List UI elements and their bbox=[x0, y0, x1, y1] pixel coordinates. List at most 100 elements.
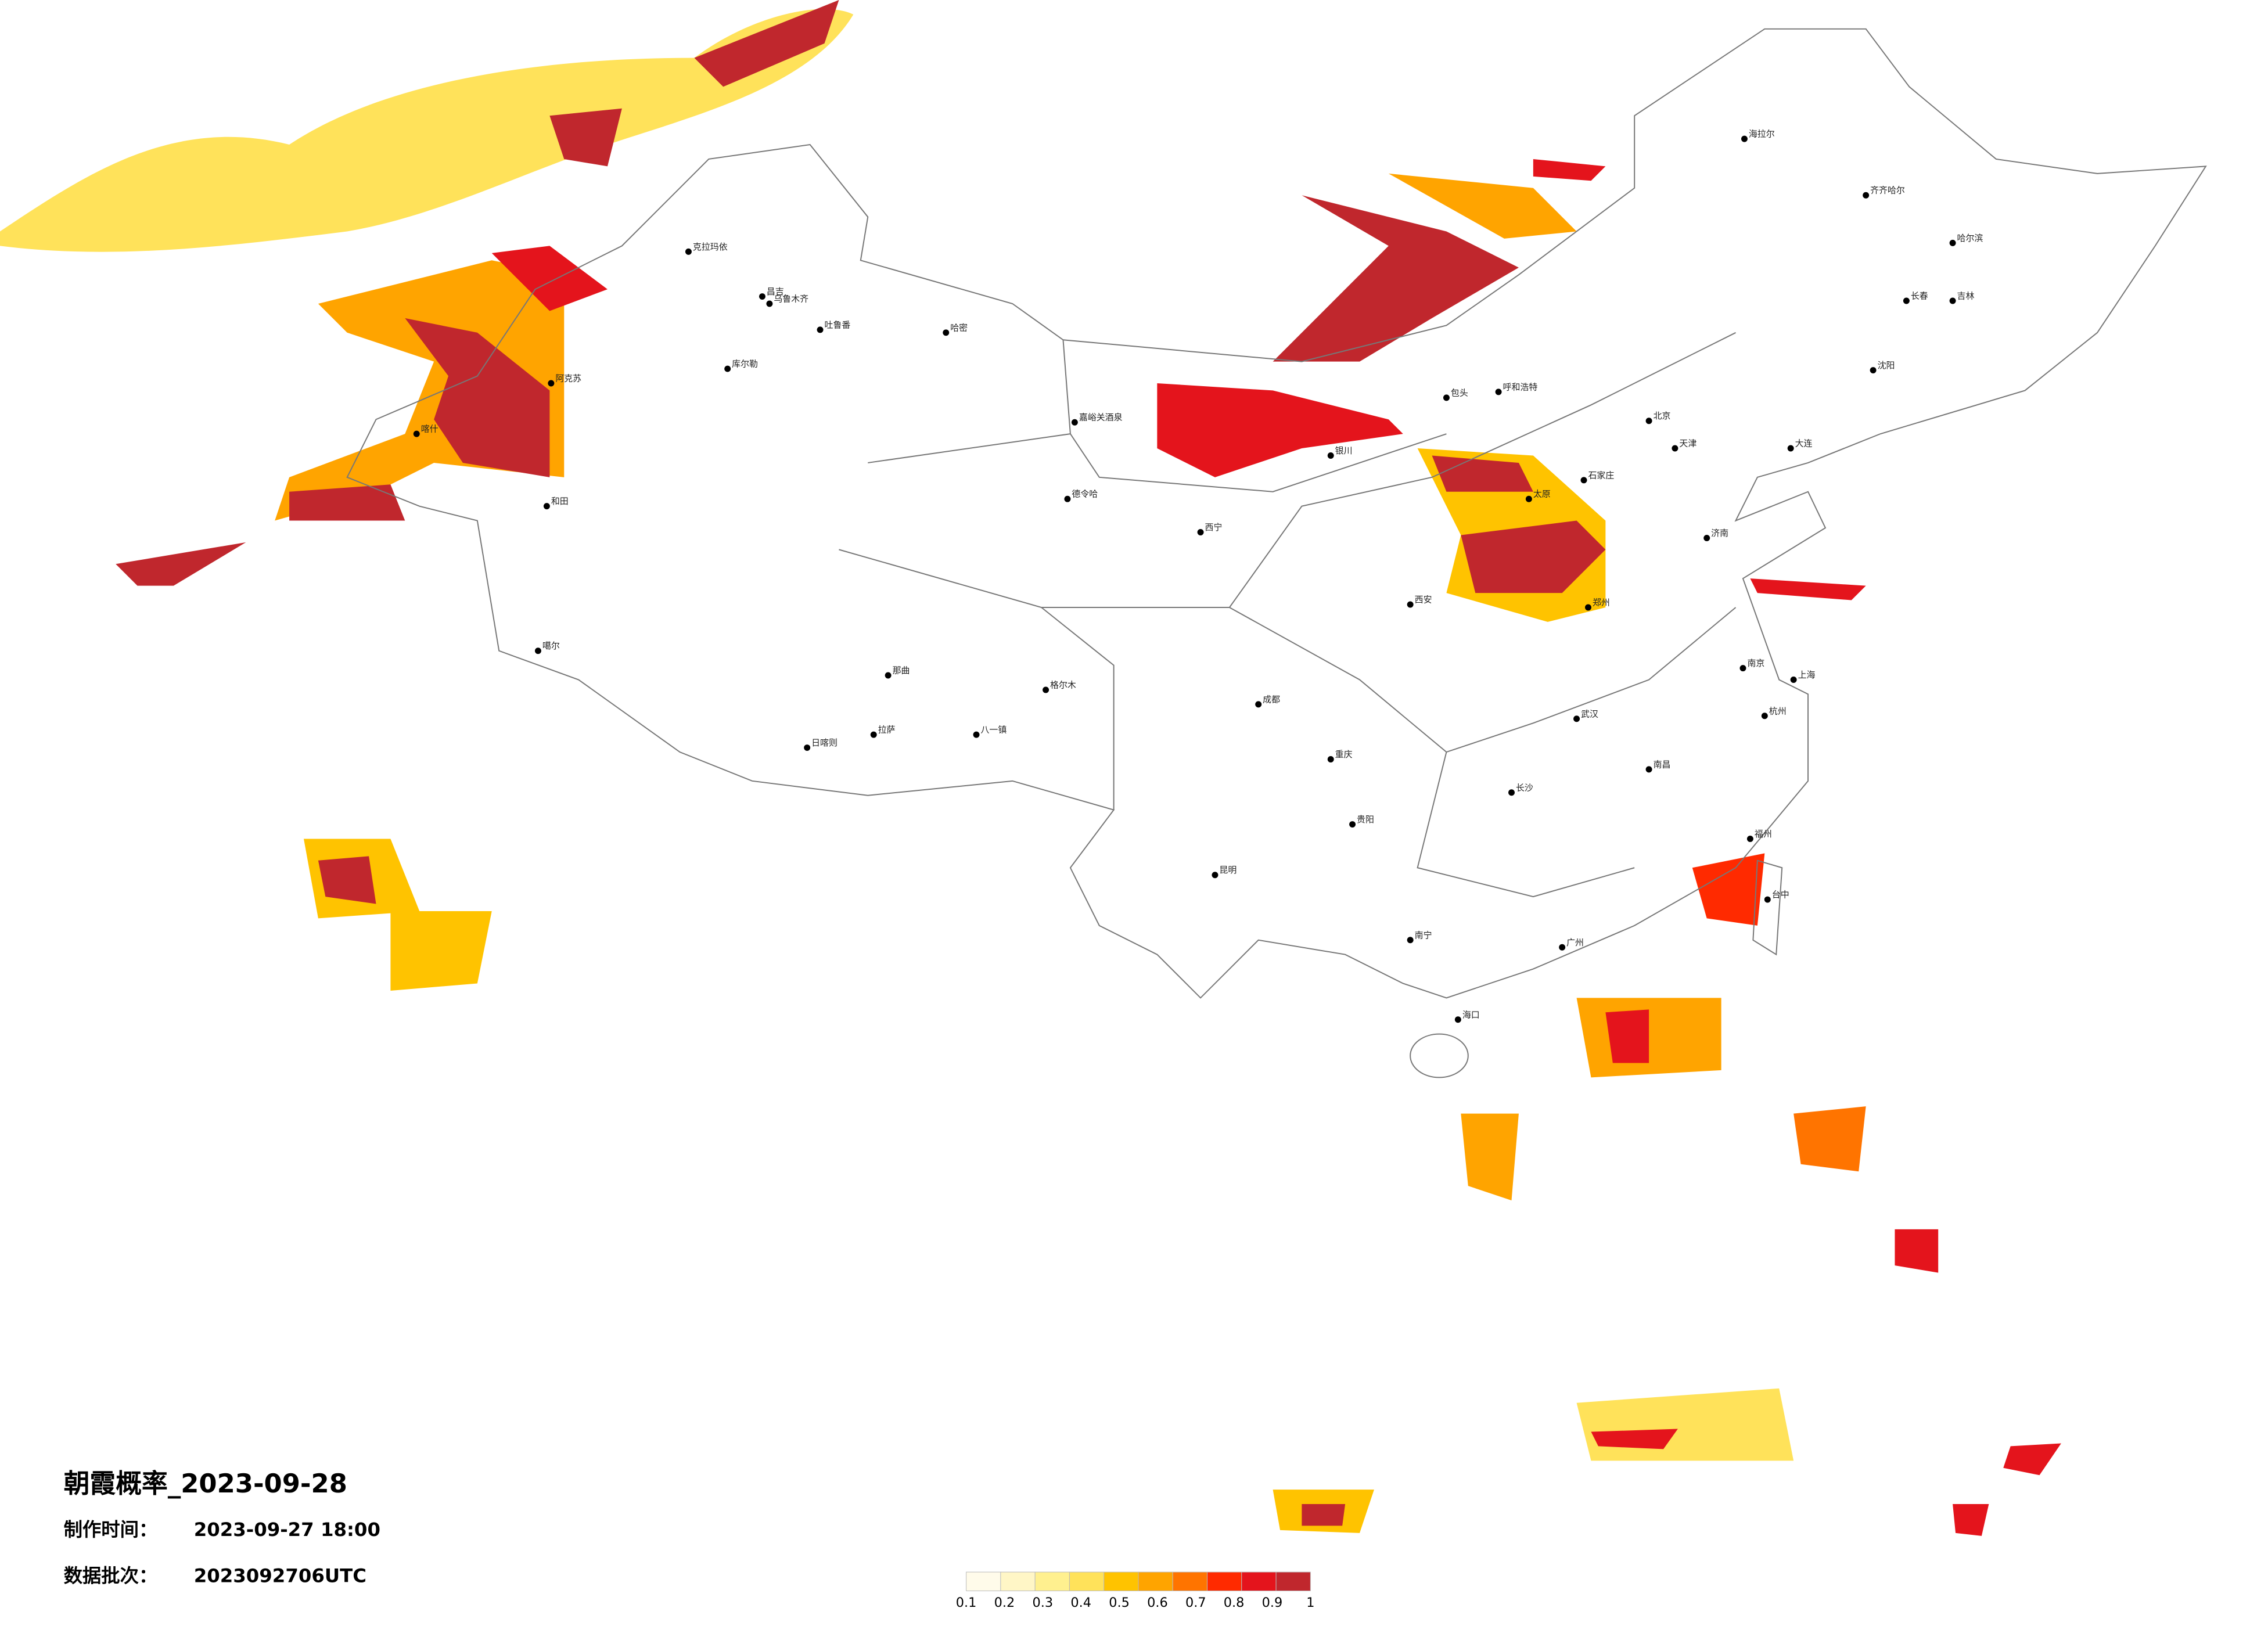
city-label: 台中 bbox=[1772, 890, 1789, 900]
legend-label: 0.9 bbox=[1262, 1595, 1283, 1610]
city-dot bbox=[1764, 896, 1771, 903]
field-area bbox=[1605, 1009, 1649, 1063]
city-dot bbox=[1741, 135, 1748, 142]
city-label: 福州 bbox=[1755, 829, 1772, 839]
city-label: 库尔勒 bbox=[732, 359, 758, 369]
field-area bbox=[1461, 520, 1606, 593]
city-label: 格尔木 bbox=[1050, 679, 1076, 690]
city-label: 沈阳 bbox=[1878, 360, 1895, 370]
city-dot bbox=[1761, 713, 1768, 720]
legend-label: 0.2 bbox=[994, 1595, 1015, 1610]
map-title: 朝霞概率_2023-09-28 bbox=[64, 1468, 347, 1499]
legend-swatch bbox=[1069, 1571, 1105, 1591]
field-area bbox=[1793, 1106, 1866, 1172]
city-dot bbox=[1949, 297, 1956, 304]
city-dot bbox=[1746, 835, 1753, 842]
city-label: 银川 bbox=[1335, 445, 1353, 456]
city-label: 武汉 bbox=[1581, 708, 1598, 719]
field-area bbox=[1692, 853, 1765, 926]
city-dot bbox=[1585, 604, 1591, 611]
field-area bbox=[318, 856, 376, 904]
city-dot bbox=[724, 365, 731, 372]
city-label: 北京 bbox=[1654, 411, 1671, 421]
field-area bbox=[1302, 1504, 1346, 1526]
city-label: 呼和浩特 bbox=[1503, 382, 1538, 392]
field-area bbox=[390, 911, 492, 991]
city-dot bbox=[1672, 445, 1678, 452]
city-label: 南昌 bbox=[1654, 759, 1671, 769]
city-label: 那曲 bbox=[893, 665, 910, 676]
city-label: 郑州 bbox=[1593, 598, 1610, 608]
city-dot bbox=[1790, 677, 1797, 683]
city-dot bbox=[943, 329, 950, 336]
city-label: 昆明 bbox=[1219, 865, 1237, 875]
field-area bbox=[1388, 173, 1577, 239]
legend-swatch bbox=[1207, 1571, 1242, 1591]
legend-label: 0.7 bbox=[1185, 1595, 1206, 1610]
city-dot bbox=[1443, 394, 1450, 401]
legend-label: 0.8 bbox=[1224, 1595, 1245, 1610]
city-dot bbox=[1573, 715, 1580, 722]
city-label: 日喀则 bbox=[811, 738, 838, 748]
city-dot bbox=[1559, 944, 1566, 951]
city-label: 克拉玛依 bbox=[693, 242, 728, 252]
island-outline bbox=[1752, 859, 1783, 956]
city-dot bbox=[817, 326, 824, 333]
city-dot bbox=[1327, 452, 1334, 459]
legend-swatch bbox=[1172, 1571, 1208, 1591]
city-dot bbox=[1870, 367, 1877, 374]
city-label: 海口 bbox=[1462, 1009, 1480, 1020]
made-time: 2023-09-27 18:00 bbox=[194, 1519, 380, 1541]
city-dot bbox=[1739, 665, 1746, 672]
city-label: 喀什 bbox=[421, 424, 438, 434]
city-dot bbox=[1580, 477, 1587, 484]
city-dot bbox=[1903, 297, 1910, 304]
field-area bbox=[1273, 195, 1519, 362]
city-label: 哈密 bbox=[950, 322, 968, 333]
city-dot bbox=[534, 647, 541, 654]
city-label: 大连 bbox=[1795, 438, 1813, 449]
city-label: 西宁 bbox=[1205, 522, 1223, 533]
city-dot bbox=[1071, 419, 1078, 426]
field-area bbox=[2003, 1443, 2061, 1476]
legend-swatch bbox=[1241, 1571, 1277, 1591]
field-area bbox=[1953, 1504, 1989, 1536]
city-dot bbox=[1863, 192, 1870, 199]
city-dot bbox=[1212, 872, 1219, 879]
field-area bbox=[1895, 1229, 1939, 1273]
legend-label: 1 bbox=[1306, 1595, 1314, 1610]
city-label: 南宁 bbox=[1415, 930, 1432, 940]
city-label: 包头 bbox=[1451, 387, 1468, 398]
field-area bbox=[1157, 383, 1403, 477]
city-label: 杭州 bbox=[1769, 706, 1787, 716]
legend: 0.1 0.2 0.3 0.4 0.5 0.6 0.7 0.8 0.9 1 bbox=[956, 1571, 1314, 1610]
city-label: 太原 bbox=[1533, 489, 1551, 499]
field-area bbox=[1533, 159, 1606, 181]
city-dot bbox=[973, 731, 980, 738]
city-dot bbox=[1064, 495, 1071, 502]
city-label: 齐齐哈尔 bbox=[1870, 185, 1905, 196]
city-dot bbox=[1645, 766, 1652, 773]
city-dot bbox=[1495, 388, 1502, 395]
city-dot bbox=[1508, 789, 1515, 796]
city-label: 重庆 bbox=[1335, 749, 1353, 760]
field-area bbox=[405, 318, 550, 477]
city-dot bbox=[1525, 495, 1532, 502]
city-dot bbox=[1949, 239, 1956, 246]
made-time-label: 制作时间： bbox=[64, 1519, 158, 1541]
field-area bbox=[1576, 1388, 1794, 1461]
batch: 2023092706UTC bbox=[194, 1565, 366, 1587]
country-outline bbox=[346, 28, 2207, 999]
city-dot bbox=[1645, 418, 1652, 425]
city-dot bbox=[804, 744, 811, 751]
city-dot bbox=[1327, 756, 1334, 762]
city-label: 长春 bbox=[1911, 291, 1928, 301]
field-area bbox=[694, 0, 839, 87]
city-dot bbox=[1349, 821, 1356, 828]
city-dot bbox=[1043, 686, 1049, 693]
city-label: 八一镇 bbox=[981, 725, 1007, 735]
field-area bbox=[1591, 1429, 1678, 1449]
